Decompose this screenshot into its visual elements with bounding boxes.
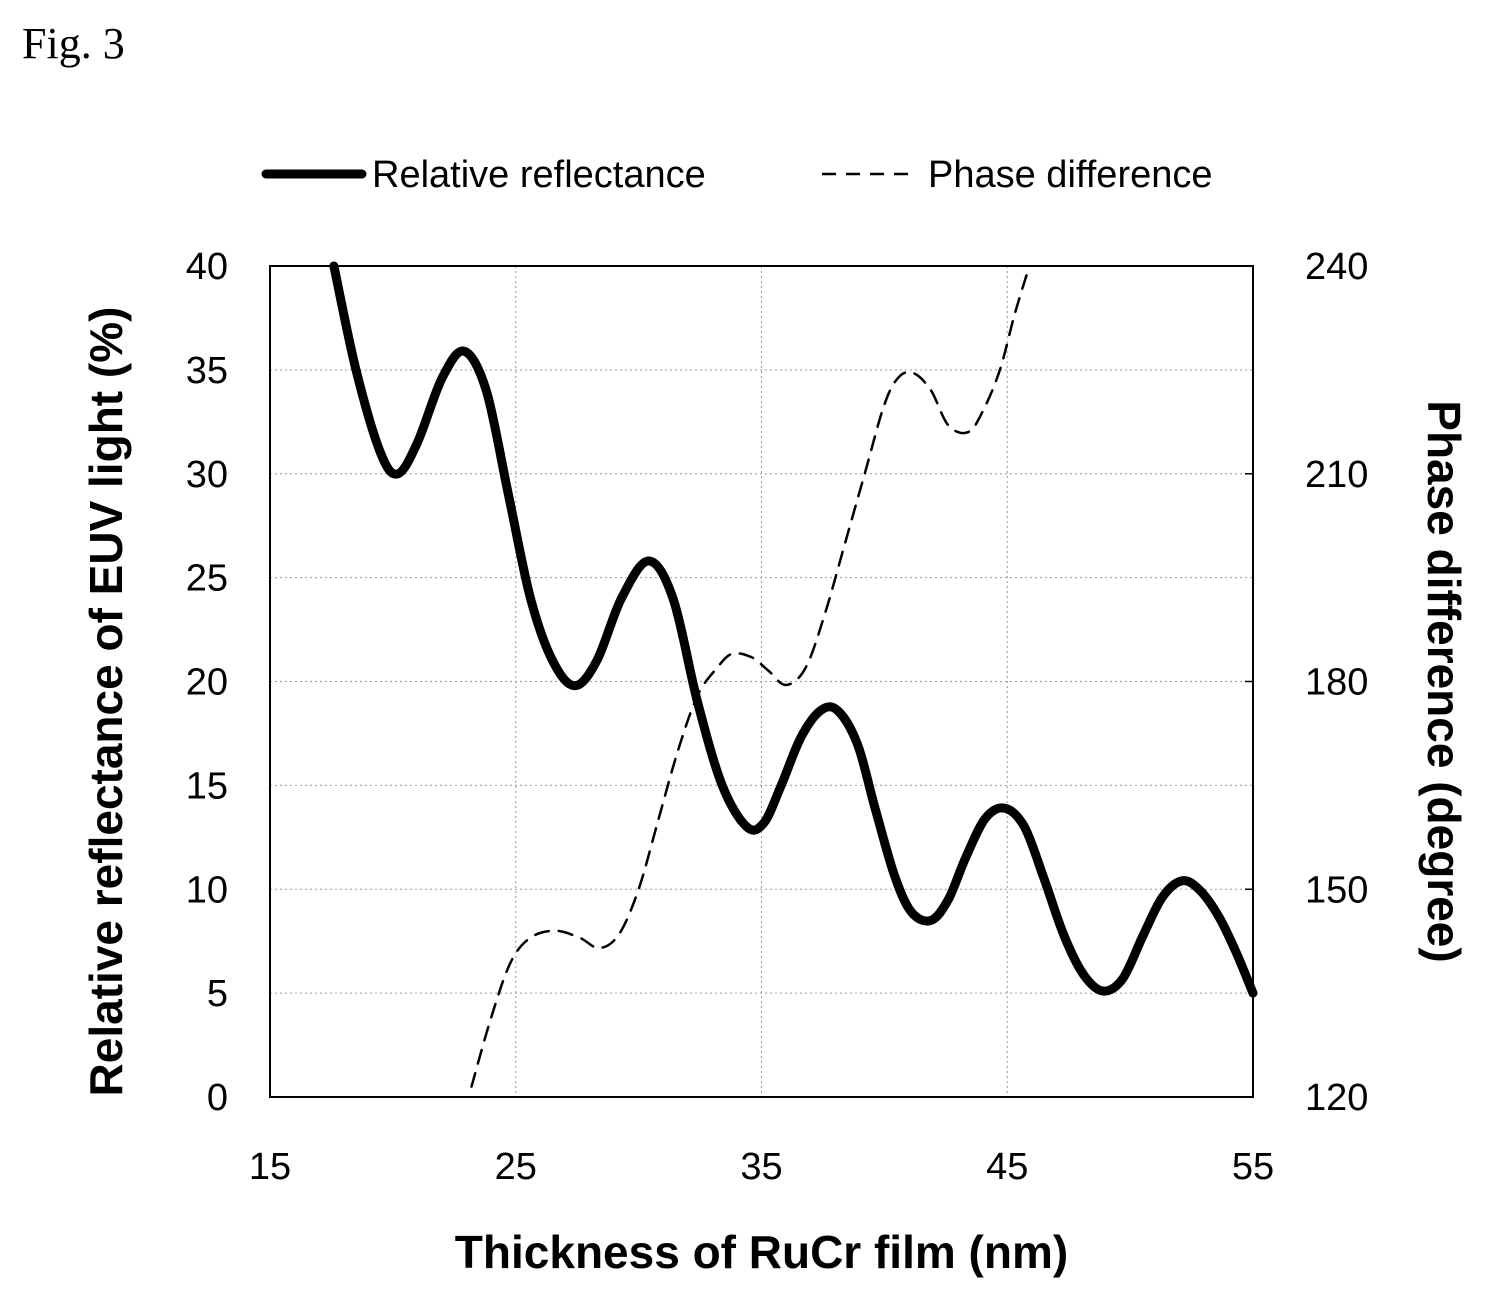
- y-tick-label: 30: [186, 454, 228, 496]
- y2-axis-title: Phase difference (degree): [1418, 400, 1470, 962]
- y-tick-label: 25: [186, 558, 228, 600]
- y-tick-label: 5: [207, 973, 228, 1015]
- y2-tick-label: 120: [1305, 1077, 1368, 1119]
- series-line-relative-reflectance: [329, 261, 1258, 998]
- figure-label: Fig. 3: [22, 19, 125, 68]
- y2-tick-label: 240: [1305, 246, 1368, 288]
- y-axis-title: Relative reflectance of EUV light (%): [80, 307, 132, 1097]
- gridlines: [270, 266, 1253, 1097]
- x-tick-label: 15: [249, 1146, 291, 1188]
- legend-label-relative-reflectance: Relative reflectance: [372, 154, 706, 196]
- y-tick-label: 40: [186, 246, 228, 288]
- x-tick-label: 35: [740, 1146, 782, 1188]
- y2-tick-label: 180: [1305, 662, 1368, 704]
- y-tick-label: 20: [186, 662, 228, 704]
- legend: Relative reflectance Phase difference: [261, 154, 1213, 196]
- series-line-phase-difference: [470, 264, 1031, 1088]
- x-tick-label: 45: [986, 1146, 1028, 1188]
- x-tick-label: 55: [1232, 1146, 1274, 1188]
- y2-tick-label: 150: [1305, 869, 1368, 911]
- tick-marks: [1245, 265, 1253, 1098]
- x-tick-labels: 15 25 35 45 55: [249, 1146, 1274, 1188]
- y2-tick-label: 210: [1305, 454, 1368, 496]
- y-tick-label: 10: [186, 869, 228, 911]
- y-tick-label: 35: [186, 350, 228, 392]
- y-tick-labels: 0 5 10 15 20 25 30 35 40: [186, 246, 228, 1119]
- y-tick-label: 15: [186, 765, 228, 807]
- y-tick-label: 0: [207, 1077, 228, 1119]
- x-tick-label: 25: [495, 1146, 537, 1188]
- x-axis-title: Thickness of RuCr film (nm): [455, 1226, 1068, 1278]
- series-layer: [329, 261, 1258, 1088]
- legend-label-phase-difference: Phase difference: [928, 154, 1213, 196]
- y2-tick-labels: 120 150 180 210 240: [1305, 246, 1368, 1119]
